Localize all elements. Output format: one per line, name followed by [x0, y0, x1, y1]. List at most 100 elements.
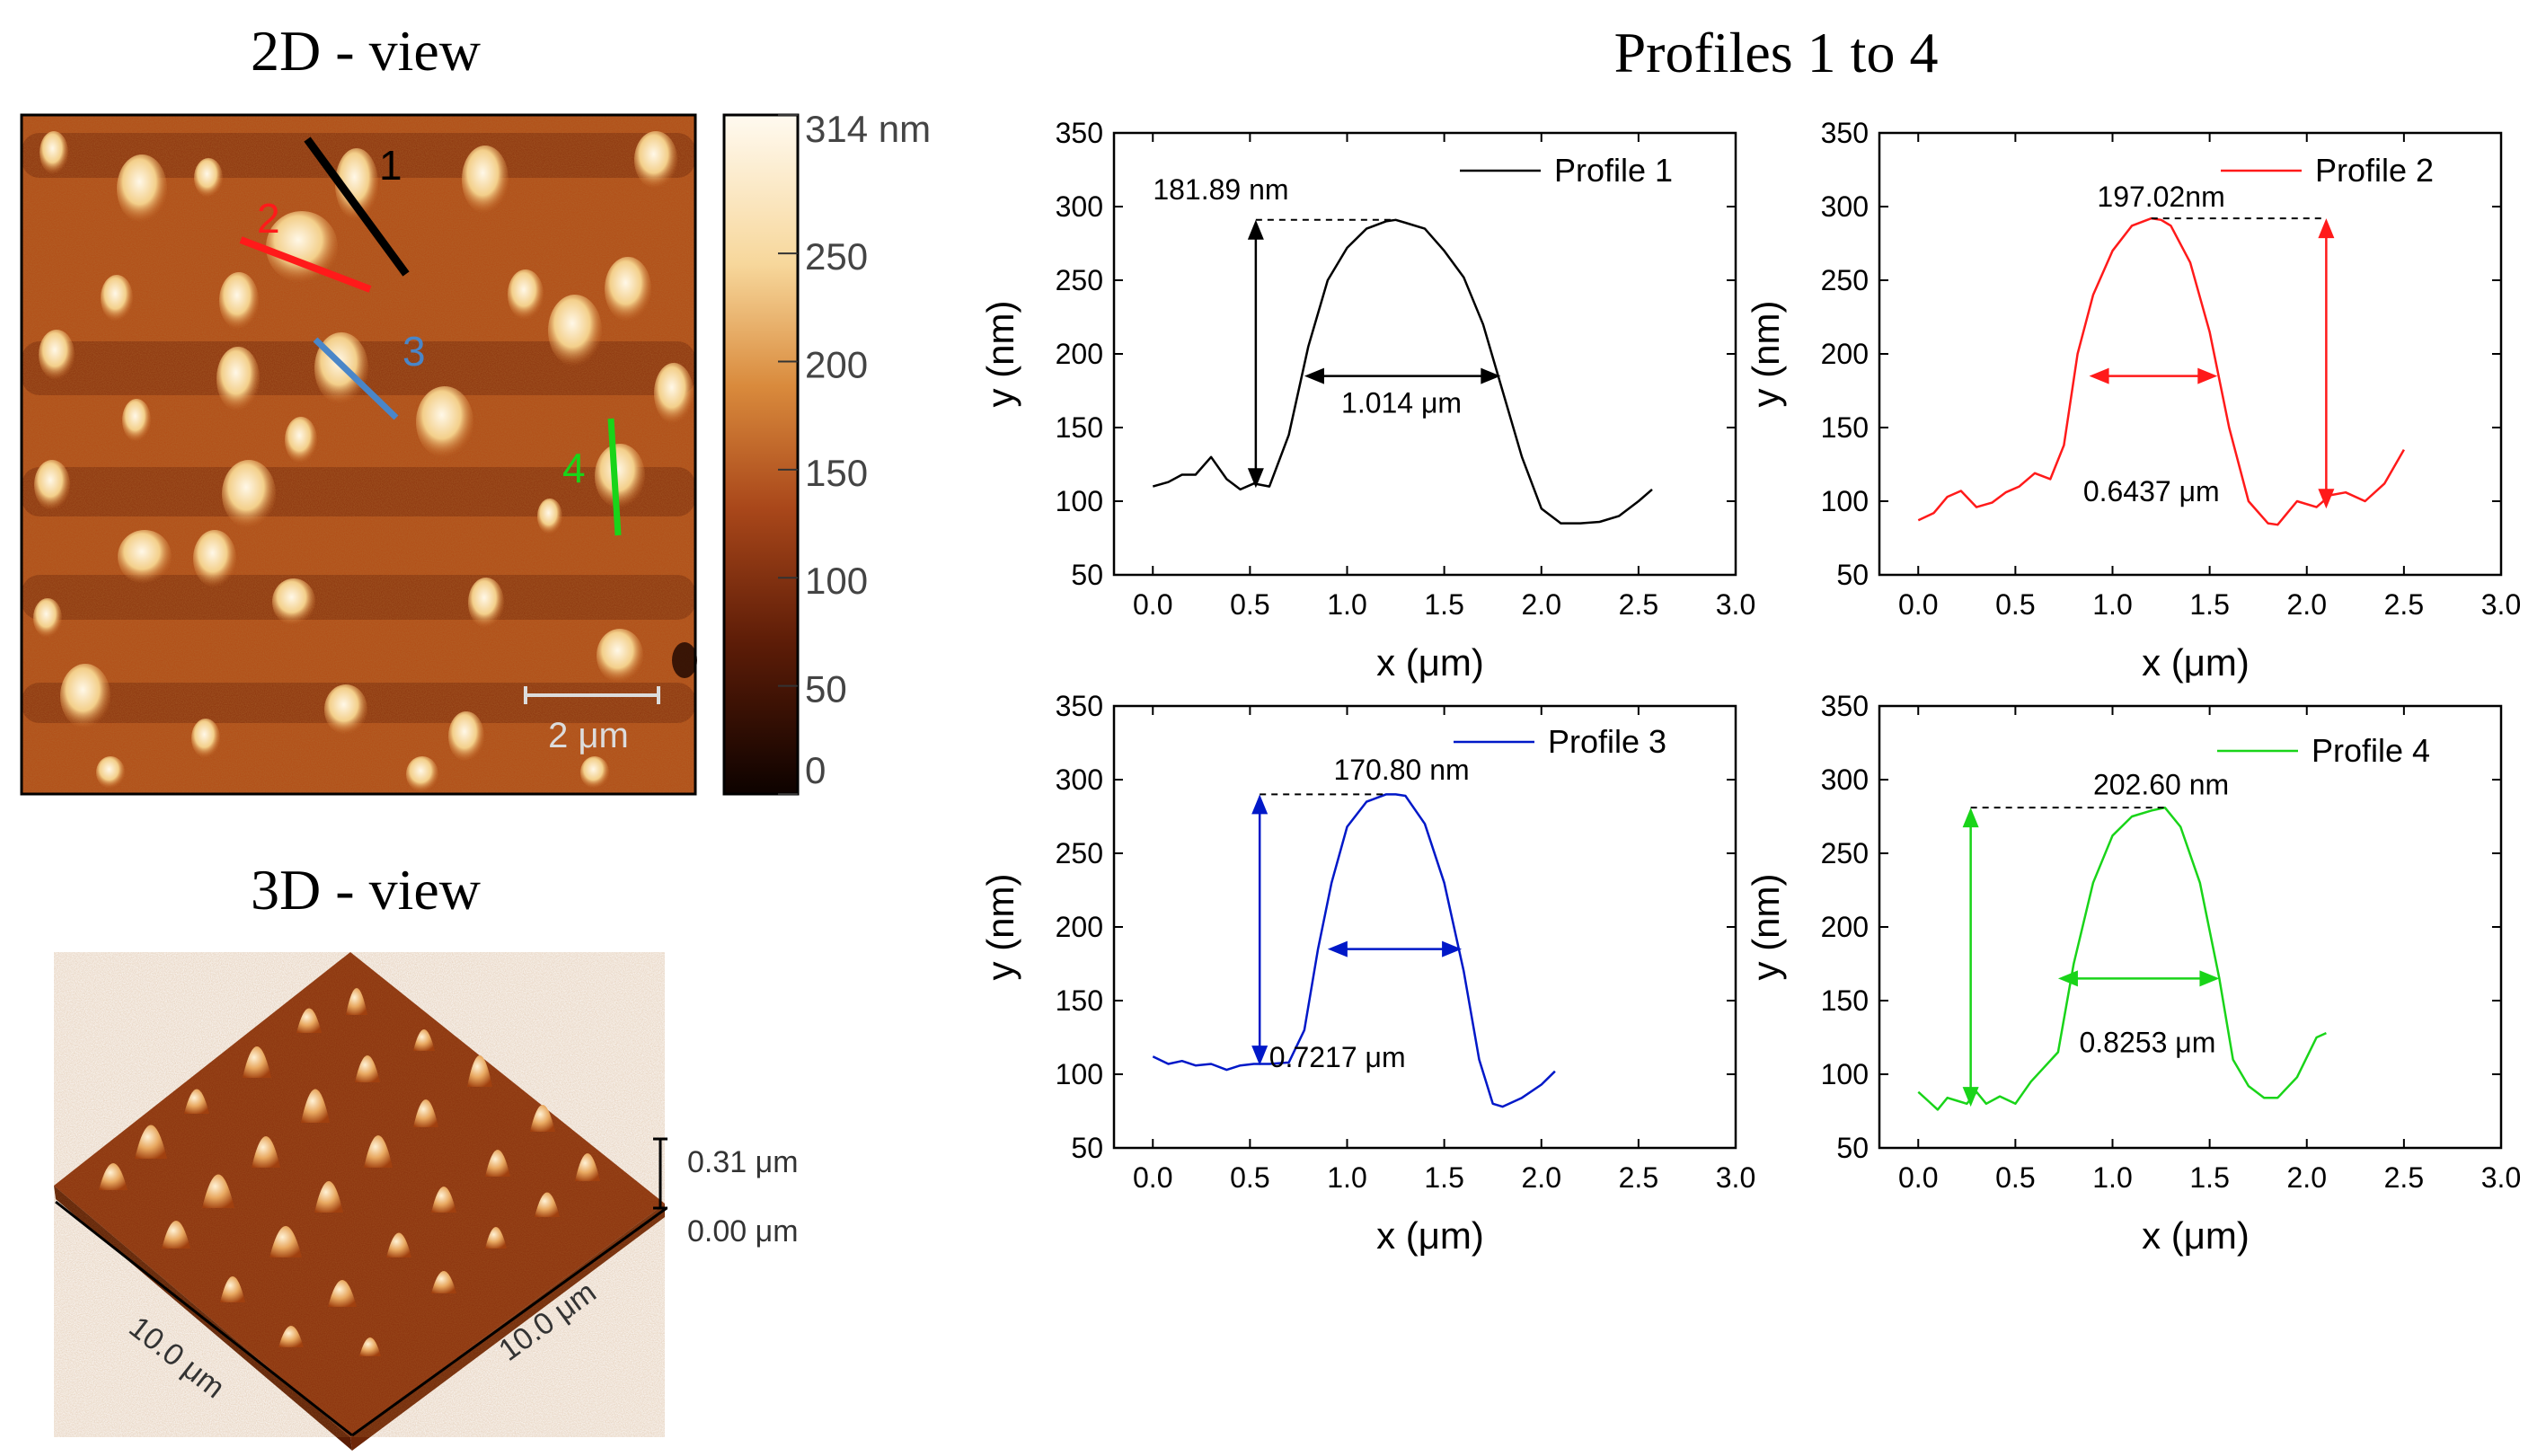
height-arrow-head — [1247, 219, 1264, 240]
scale-bar-label: 2 μm — [548, 716, 629, 755]
height-annotation: 170.80 nm — [1333, 754, 1469, 786]
y-tick-label: 100 — [1056, 485, 1103, 517]
y-tick-label: 350 — [1821, 117, 1869, 149]
profile-line-label-4: 4 — [562, 445, 586, 491]
y-tick-label: 250 — [1056, 264, 1103, 296]
height-arrow-head — [1247, 468, 1264, 489]
y-tick-label: 200 — [1056, 338, 1103, 370]
y-tick-label: 200 — [1821, 911, 1869, 943]
x-tick-label: 0.0 — [1898, 588, 1938, 621]
x-tick-label: 2.0 — [2287, 588, 2327, 621]
view3d-title: 3D - view — [251, 858, 481, 922]
height-annotation: 181.89 nm — [1153, 173, 1288, 206]
y-tick-label: 300 — [1821, 190, 1869, 223]
x-axis-label: x (μm) — [1376, 641, 1484, 684]
profile-line-label-2: 2 — [257, 195, 280, 242]
y-tick-label: 250 — [1821, 837, 1869, 869]
y-axis-label: y (nm) — [979, 874, 1021, 981]
height-arrow-head — [2318, 489, 2335, 509]
y-tick-label: 200 — [1056, 911, 1103, 943]
afm-2d-map — [20, 113, 697, 796]
x-tick-label: 3.0 — [1716, 1161, 1755, 1194]
x-tick-label: 1.5 — [1424, 588, 1463, 621]
x-tick-label: 2.5 — [2384, 1161, 2424, 1194]
x-tick-label: 2.0 — [1522, 1161, 1561, 1194]
x-tick-label: 2.5 — [1619, 1161, 1658, 1194]
y-axis-label: y (nm) — [1745, 874, 1787, 981]
y-tick-label: 100 — [1056, 1058, 1103, 1090]
x-tick-label: 0.0 — [1133, 588, 1172, 621]
y-tick-label: 150 — [1821, 984, 1869, 1017]
y-tick-label: 50 — [1836, 559, 1869, 591]
legend-label: Profile 2 — [2315, 152, 2434, 189]
view2d-title: 2D - view — [251, 19, 481, 83]
x-tick-label: 0.5 — [1230, 1161, 1269, 1194]
colorbar-tick-label: 50 — [805, 668, 847, 710]
profile-2-chart: 0.0 0.5 1.0 1.5 2.0 2.5 3.0 50 100 150 200 250 300 35… — [1745, 117, 2521, 684]
profile-line-label-3: 3 — [402, 328, 426, 375]
width-annotation: 1.014 μm — [1341, 387, 1462, 419]
x-tick-label: 0.5 — [1995, 1161, 2035, 1194]
height-annotation: 197.02nm — [2097, 181, 2224, 213]
profile-1-chart: 0.0 0.5 1.0 1.5 2.0 2.5 3.0 50 100 150 200 250 300 35… — [979, 117, 1755, 684]
colorbar: 314 nm 250 200 150 100 50 0 — [722, 108, 931, 796]
z-axis-bottom-label: 0.00 μm — [687, 1214, 799, 1249]
y-tick-label: 50 — [1071, 559, 1103, 591]
y-tick-label: 150 — [1821, 411, 1869, 444]
width-arrow-head — [2089, 367, 2109, 384]
y-axis-label: y (nm) — [1745, 301, 1787, 408]
y-tick-label: 100 — [1821, 1058, 1869, 1090]
y-tick-label: 350 — [1821, 690, 1869, 722]
y-tick-label: 350 — [1056, 117, 1103, 149]
x-tick-label: 1.5 — [2189, 1161, 2229, 1194]
x-tick-label: 1.5 — [2189, 588, 2229, 621]
x-tick-label: 0.5 — [1230, 588, 1269, 621]
width-arrow-head — [1481, 367, 1501, 384]
y-tick-label: 50 — [1836, 1132, 1869, 1164]
x-tick-label: 0.0 — [1898, 1161, 1938, 1194]
profile-series-line — [1152, 218, 1653, 525]
width-annotation: 0.7217 μm — [1269, 1041, 1406, 1073]
x-tick-label: 3.0 — [1716, 588, 1755, 621]
profiles-title: Profiles 1 to 4 — [1614, 21, 1939, 84]
colorbar-tick-label: 100 — [805, 560, 868, 602]
width-annotation: 0.6437 μm — [2083, 475, 2220, 507]
x-tick-label: 1.0 — [1327, 1161, 1366, 1194]
colorbar-tick-label: 150 — [805, 452, 868, 494]
width-arrow-head — [2057, 970, 2078, 987]
scale-bar: 2 μm — [524, 686, 660, 755]
width-arrow-head — [1327, 940, 1348, 957]
y-tick-label: 350 — [1056, 690, 1103, 722]
x-tick-label: 1.0 — [2092, 1161, 2132, 1194]
legend-label: Profile 1 — [1554, 152, 1673, 189]
colorbar-tick-label: 200 — [805, 343, 868, 385]
afm-3d-view: 0.31 μm 0.00 μm 10.0 μm 10.0 μm — [54, 952, 799, 1451]
profile-lines: 1 2 3 4 — [239, 137, 622, 536]
y-tick-label: 150 — [1056, 984, 1103, 1017]
legend-label: Profile 3 — [1548, 723, 1666, 760]
width-arrow-head — [2197, 367, 2218, 384]
x-tick-label: 2.5 — [2384, 588, 2424, 621]
y-tick-label: 150 — [1056, 411, 1103, 444]
y-tick-label: 250 — [1821, 264, 1869, 296]
x-tick-label: 2.0 — [2287, 1161, 2327, 1194]
height-arrow-head — [1962, 807, 1979, 828]
colorbar-tick-label: 250 — [805, 235, 868, 278]
profile-line-2 — [239, 236, 372, 293]
x-tick-label: 1.5 — [1424, 1161, 1463, 1194]
profile-line-1 — [304, 137, 410, 277]
x-tick-label: 0.0 — [1133, 1161, 1172, 1194]
profile-series-line — [1152, 793, 1556, 1108]
y-tick-label: 300 — [1056, 763, 1103, 796]
x-axis-label: x (μm) — [1376, 1214, 1484, 1257]
profile-series-line — [1917, 806, 2327, 1111]
y-tick-label: 300 — [1821, 763, 1869, 796]
x-axis-label: x (μm) — [2142, 1214, 2250, 1257]
width-arrow-head — [1304, 367, 1324, 384]
y-tick-label: 50 — [1071, 1132, 1103, 1164]
height-annotation: 202.60 nm — [2093, 768, 2229, 800]
profile-line-4 — [607, 418, 622, 536]
x-tick-label: 2.0 — [1522, 588, 1561, 621]
y-tick-label: 250 — [1056, 837, 1103, 869]
